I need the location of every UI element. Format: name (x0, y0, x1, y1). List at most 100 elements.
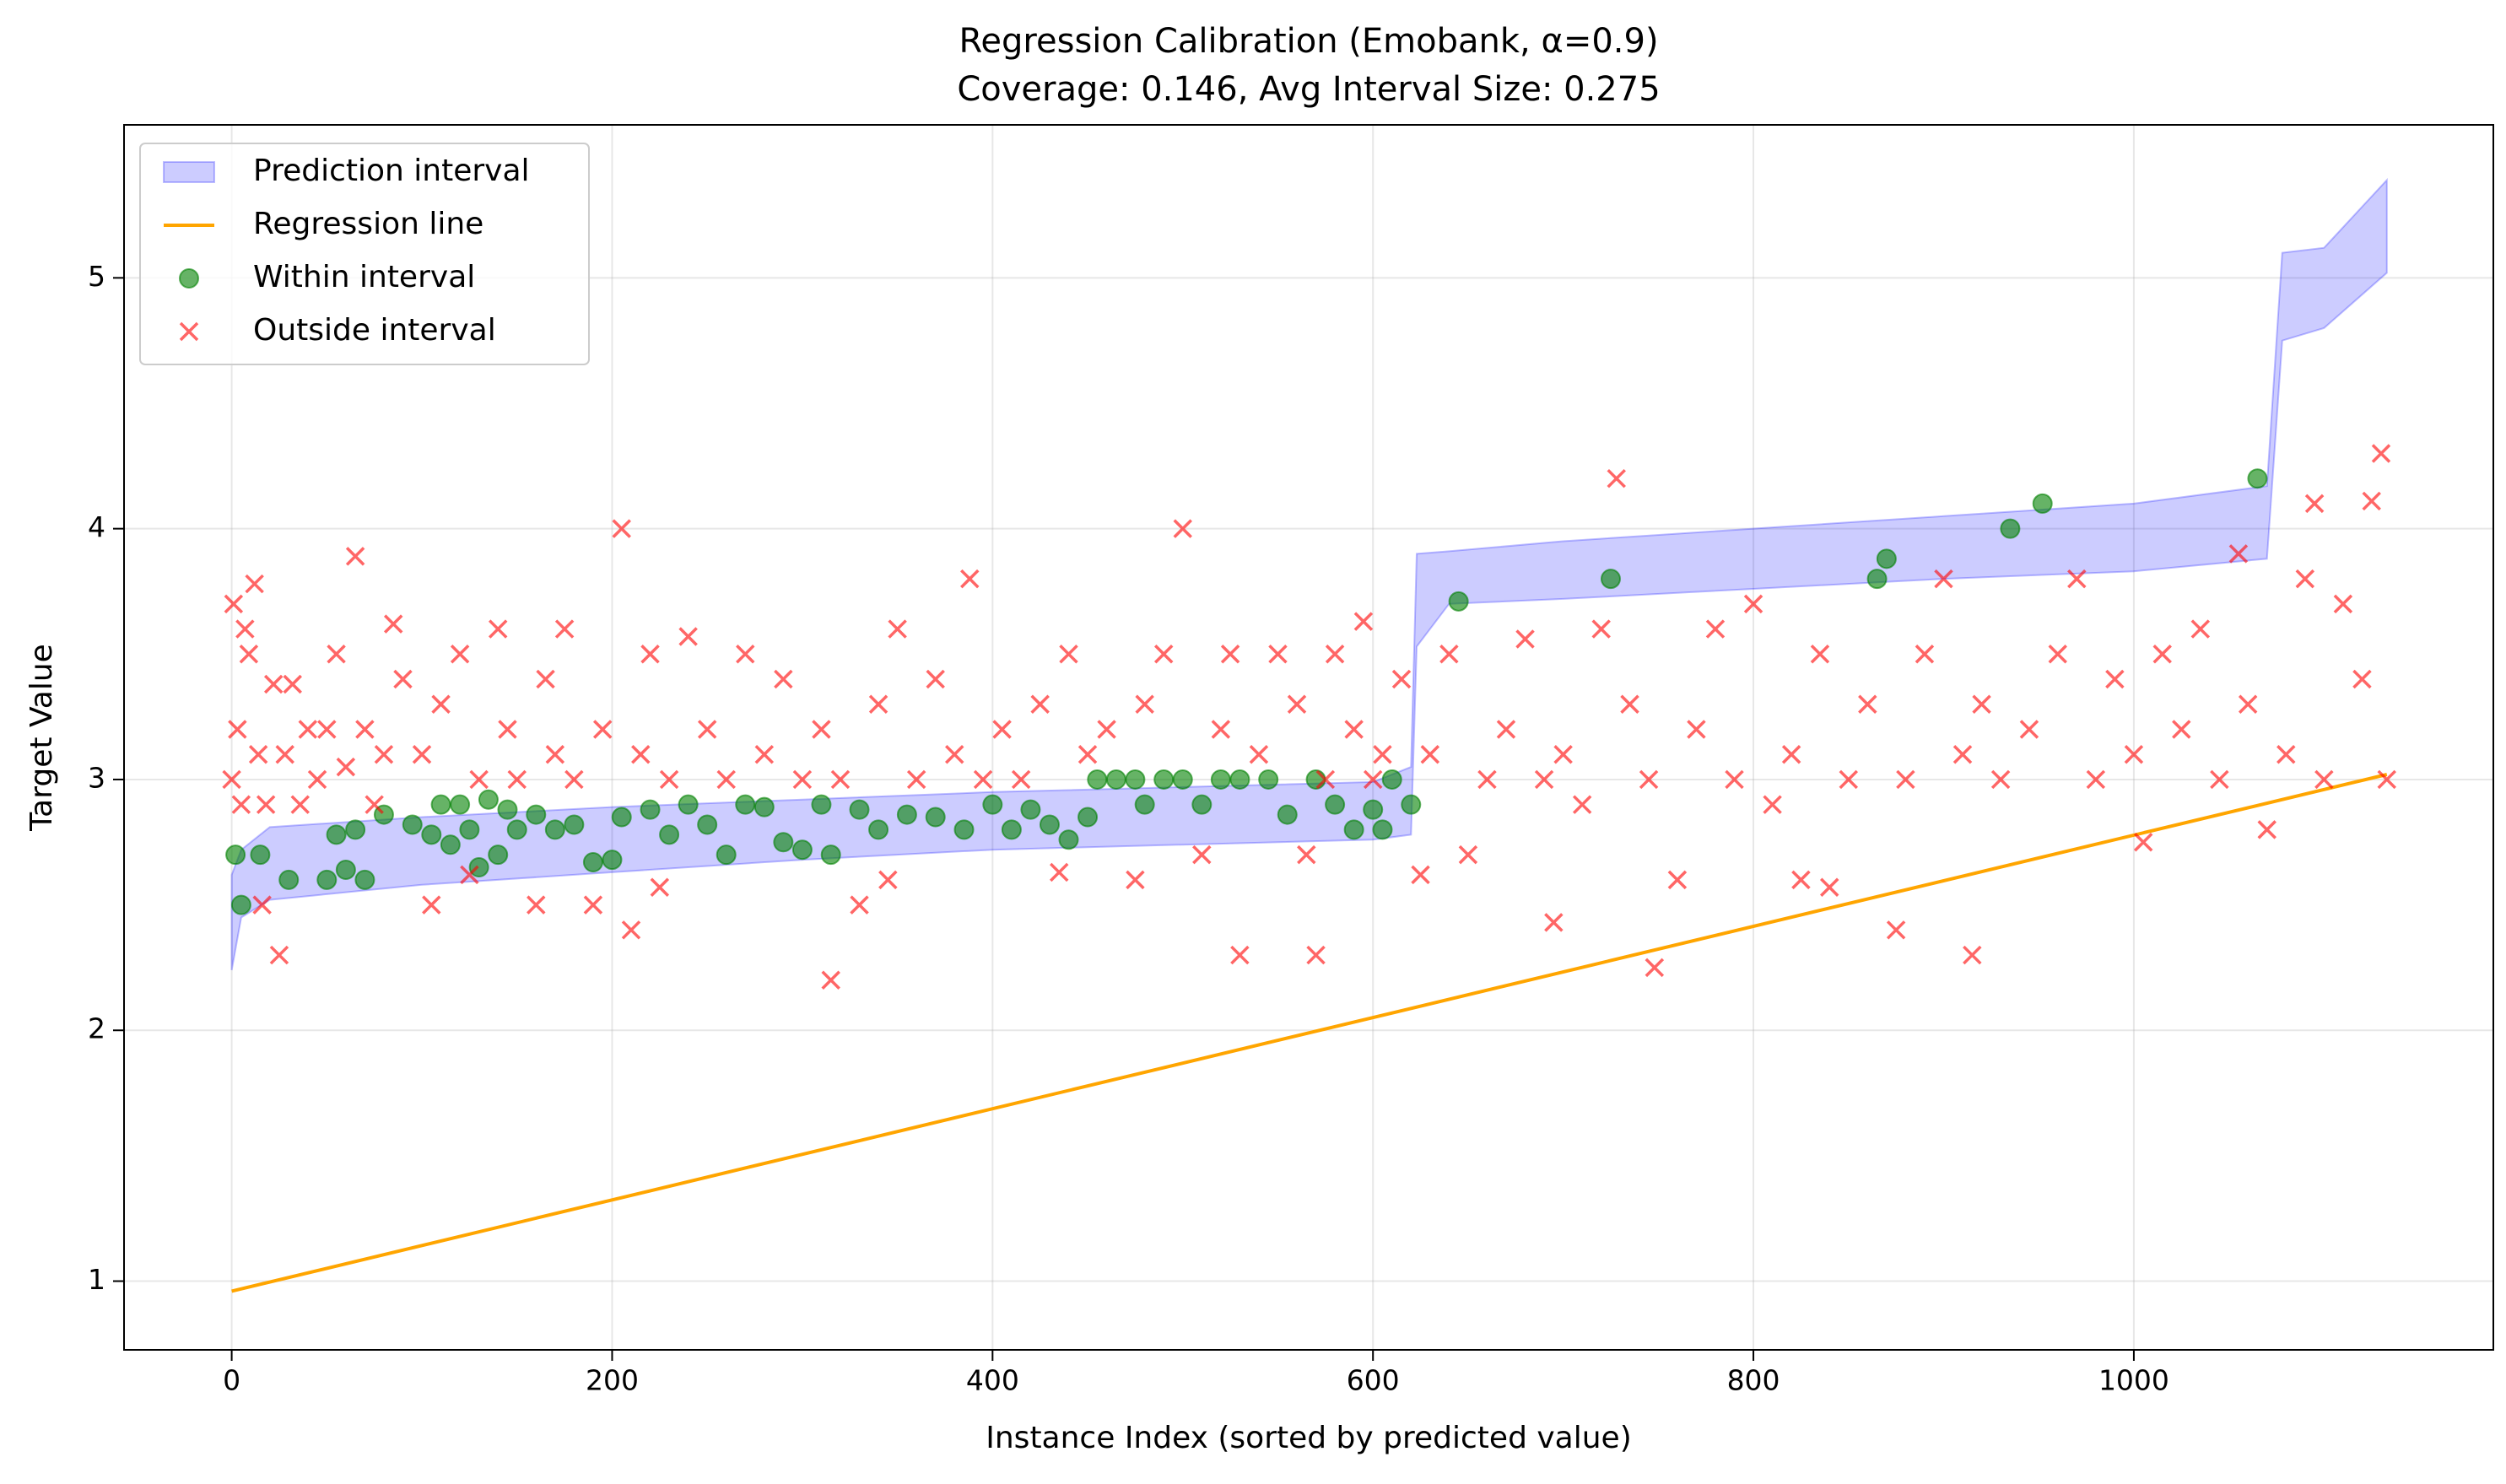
point (1059, 645, 1078, 664)
point (1287, 694, 1307, 714)
point (545, 744, 565, 764)
point (1030, 694, 1050, 714)
point (327, 645, 346, 664)
chart-title: Regression Calibration (Emobank, α=0.9) (959, 22, 1658, 61)
point (235, 619, 255, 639)
point (1391, 669, 1412, 689)
regression-line (231, 773, 2388, 1293)
point (992, 720, 1012, 739)
point (278, 869, 300, 890)
point (1097, 720, 1116, 739)
point (1277, 804, 1298, 825)
legend-label: Prediction interval (253, 154, 530, 188)
point (926, 669, 945, 689)
point (412, 744, 432, 764)
point (1810, 645, 1830, 664)
point (2019, 720, 2039, 739)
point (422, 895, 441, 915)
point (640, 645, 660, 664)
point (2377, 769, 2396, 790)
point (1039, 814, 1060, 835)
point (1515, 629, 1535, 649)
point (1011, 769, 1031, 790)
point (1325, 794, 1346, 815)
point (2371, 444, 2391, 463)
point (527, 895, 546, 915)
point (1915, 645, 1935, 664)
point (1077, 744, 1098, 764)
legend-swatch (163, 161, 215, 183)
point (868, 819, 889, 840)
x-tick-label: 0 (223, 1364, 240, 1397)
point (791, 839, 813, 861)
point (336, 757, 356, 777)
point (1258, 769, 1279, 790)
point (544, 819, 565, 840)
point (564, 814, 585, 835)
point (2304, 494, 2325, 514)
point (1620, 694, 1639, 714)
point (2210, 769, 2229, 790)
point (849, 799, 870, 820)
point (421, 824, 442, 845)
point (1173, 519, 1192, 538)
point (1210, 769, 1231, 790)
point (953, 819, 975, 840)
point (554, 619, 575, 639)
point (1791, 870, 1811, 890)
point (659, 824, 680, 845)
point (307, 769, 327, 790)
point (1297, 845, 1316, 865)
point (1306, 945, 1326, 965)
point (1952, 744, 1973, 764)
point (602, 850, 623, 871)
point (1191, 794, 1212, 815)
point (2276, 744, 2296, 764)
point (1077, 807, 1099, 828)
point (1591, 619, 1611, 639)
point (497, 799, 518, 820)
point (478, 789, 499, 810)
point (1534, 769, 1554, 790)
point (252, 895, 272, 915)
point (228, 720, 247, 739)
point (2314, 769, 2334, 790)
point (631, 744, 651, 764)
legend-label: Within interval (253, 260, 475, 294)
point (1645, 958, 1665, 978)
point (250, 845, 271, 866)
point (1600, 569, 1621, 590)
point (469, 769, 489, 790)
point (1001, 819, 1022, 840)
point (2124, 744, 2144, 764)
point (283, 674, 302, 694)
y-tick-label: 5 (88, 260, 105, 293)
point (1373, 744, 1392, 764)
point (2257, 820, 2276, 839)
point-series (222, 444, 2396, 990)
point (1344, 720, 1364, 739)
point (850, 895, 869, 915)
point (1705, 619, 1726, 639)
point (460, 865, 479, 885)
point (982, 794, 1003, 815)
point (753, 796, 775, 818)
point (1381, 769, 1402, 790)
point (659, 769, 679, 790)
point (248, 744, 268, 764)
point (222, 769, 241, 790)
point (1420, 744, 1440, 764)
point (1249, 744, 1269, 764)
point (773, 832, 794, 853)
point (650, 877, 670, 898)
point (583, 895, 603, 915)
point (1049, 862, 1069, 882)
point (820, 845, 841, 866)
point (1229, 769, 1250, 790)
point (326, 824, 347, 845)
point (355, 720, 375, 739)
point (2247, 468, 2268, 489)
point (1934, 569, 1953, 589)
point (2238, 694, 2258, 714)
point-series (225, 468, 2268, 915)
